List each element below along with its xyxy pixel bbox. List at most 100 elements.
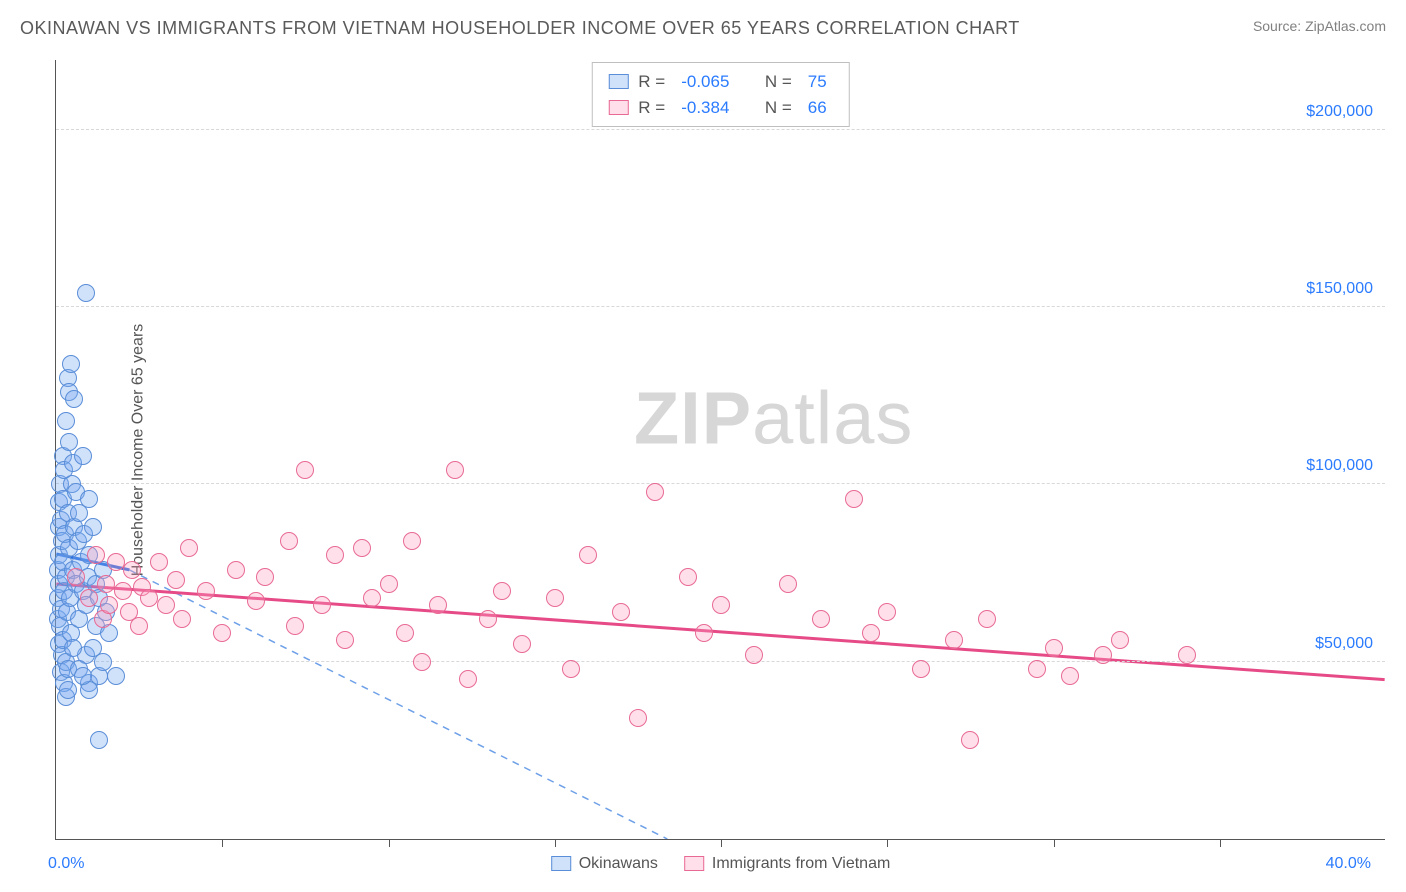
data-point-vietnam [812,610,830,628]
legend-label: Immigrants from Vietnam [712,855,890,872]
data-point-vietnam [353,539,371,557]
r-label: R = [638,95,665,121]
correlation-stats-box: R = -0.065 N = 75R = -0.384 N = 66 [591,62,849,127]
y-tick-label: $150,000 [1306,280,1387,298]
n-label: N = [765,69,792,95]
data-point-vietnam [479,610,497,628]
data-point-vietnam [227,561,245,579]
data-point-vietnam [562,660,580,678]
data-point-vietnam [1045,639,1063,657]
watermark: ZIPatlas [634,376,913,461]
r-label: R = [638,69,665,95]
data-point-vietnam [80,589,98,607]
series-legend: Okinawans Immigrants from Vietnam [551,855,891,873]
data-point-vietnam [845,490,863,508]
data-point-vietnam [100,596,118,614]
data-point-vietnam [336,631,354,649]
data-point-vietnam [247,592,265,610]
x-tick [222,839,223,847]
data-point-vietnam [256,568,274,586]
y-tick-label: $200,000 [1306,103,1387,121]
data-point-vietnam [123,561,141,579]
data-point-vietnam [579,546,597,564]
data-point-vietnam [629,709,647,727]
data-point-vietnam [180,539,198,557]
swatch-icon [608,100,628,115]
data-point-okinawans [60,433,78,451]
data-point-okinawans [57,412,75,430]
plot-area: Householder Income Over 65 years ZIPatla… [55,60,1385,840]
trend-lines-layer [56,60,1385,839]
x-tick [887,839,888,847]
r-value: -0.065 [681,69,729,95]
legend-item-vietnam: Immigrants from Vietnam [684,855,890,873]
data-point-okinawans [65,390,83,408]
x-tick [1054,839,1055,847]
data-point-vietnam [961,731,979,749]
swatch-icon [551,856,571,871]
x-tick [1220,839,1221,847]
data-point-vietnam [403,532,421,550]
data-point-vietnam [286,617,304,635]
data-point-vietnam [150,553,168,571]
data-point-vietnam [459,670,477,688]
data-point-vietnam [87,546,105,564]
data-point-okinawans [80,490,98,508]
data-point-vietnam [1111,631,1129,649]
data-point-vietnam [978,610,996,628]
x-tick [389,839,390,847]
data-point-vietnam [646,483,664,501]
y-tick-label: $50,000 [1315,635,1387,653]
data-point-vietnam [493,582,511,600]
data-point-vietnam [140,589,158,607]
r-value: -0.384 [681,95,729,121]
swatch-icon [608,74,628,89]
source-attribution: Source: ZipAtlas.com [1253,18,1386,34]
data-point-vietnam [114,582,132,600]
source-name: ZipAtlas.com [1305,18,1386,34]
data-point-vietnam [945,631,963,649]
swatch-icon [684,856,704,871]
data-point-okinawans [90,731,108,749]
data-point-vietnam [173,610,191,628]
data-point-vietnam [167,571,185,589]
data-point-okinawans [74,667,92,685]
data-point-vietnam [326,546,344,564]
stats-row-okinawans: R = -0.065 N = 75 [608,69,832,95]
data-point-okinawans [74,447,92,465]
data-point-vietnam [862,624,880,642]
chart-container: OKINAWAN VS IMMIGRANTS FROM VIETNAM HOUS… [0,0,1406,892]
data-point-vietnam [1178,646,1196,664]
data-point-vietnam [107,553,125,571]
data-point-vietnam [1094,646,1112,664]
data-point-okinawans [62,355,80,373]
data-point-vietnam [280,532,298,550]
data-point-vietnam [745,646,763,664]
data-point-vietnam [712,596,730,614]
data-point-okinawans [84,518,102,536]
data-point-vietnam [912,660,930,678]
data-point-vietnam [1028,660,1046,678]
x-axis-max-label: 40.0% [1326,855,1371,873]
n-value: 75 [808,69,827,95]
gridline [56,483,1385,484]
legend-label: Okinawans [579,855,658,872]
data-point-vietnam [413,653,431,671]
data-point-okinawans [64,639,82,657]
data-point-okinawans [59,681,77,699]
data-point-okinawans [77,284,95,302]
gridline [56,306,1385,307]
legend-item-okinawans: Okinawans [551,855,658,873]
data-point-vietnam [363,589,381,607]
data-point-vietnam [313,596,331,614]
data-point-vietnam [396,624,414,642]
n-value: 66 [808,95,827,121]
data-point-vietnam [67,568,85,586]
data-point-vietnam [779,575,797,593]
data-point-vietnam [97,575,115,593]
data-point-vietnam [380,575,398,593]
y-axis-title: Householder Income Over 65 years [129,323,147,576]
data-point-vietnam [157,596,175,614]
data-point-vietnam [513,635,531,653]
data-point-vietnam [695,624,713,642]
